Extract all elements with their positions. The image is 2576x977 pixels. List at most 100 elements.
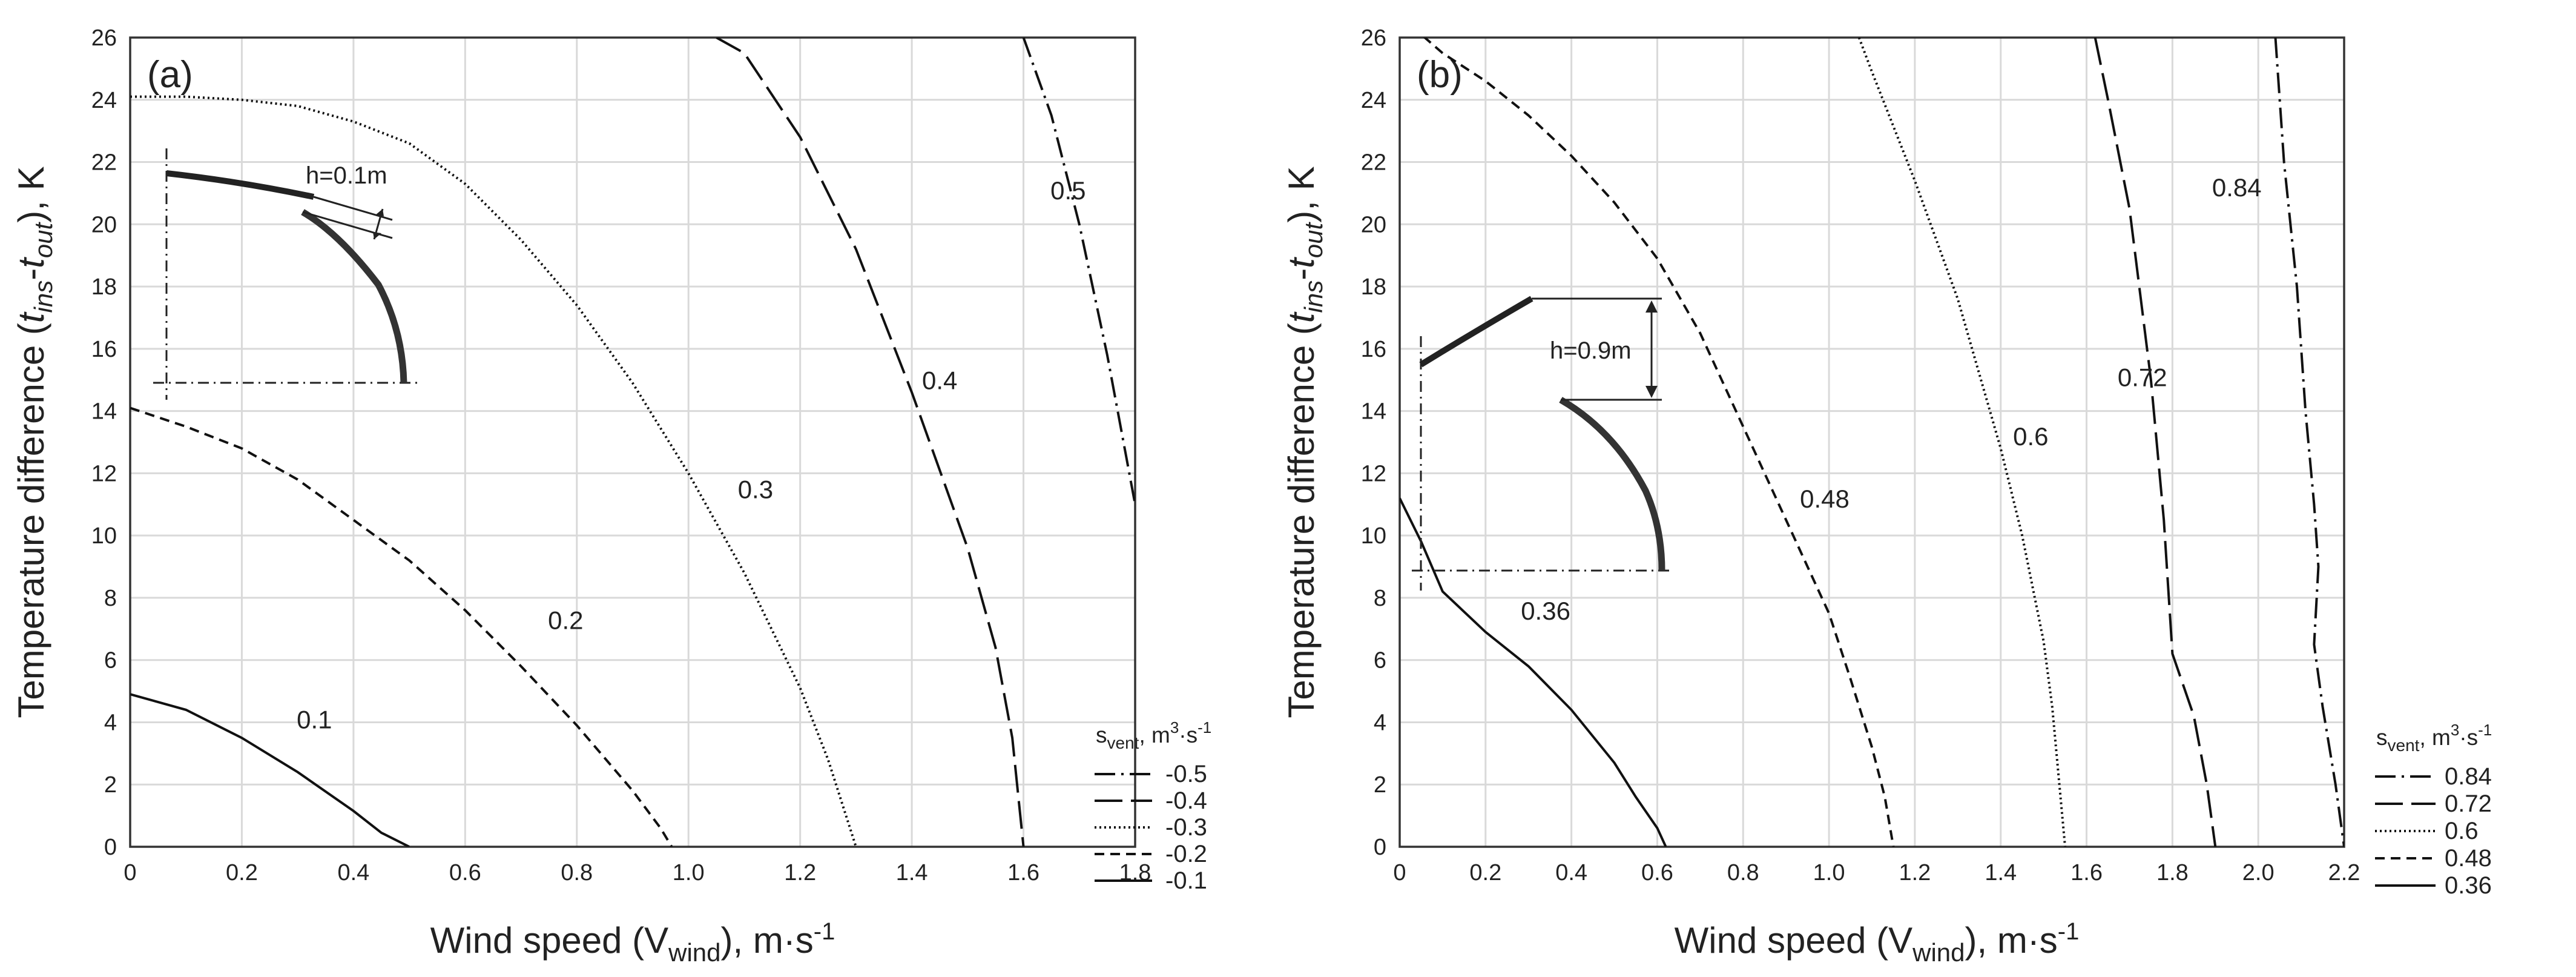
inset-label: h=0.9m [1550,337,1632,364]
legend-entry: -0.3 [1165,814,1207,841]
legend-entry: 0.48 [2445,845,2492,872]
grid [129,36,1136,848]
y-tick-label: 26 [91,25,117,51]
series-label-0.36: 0.36 [1521,597,1570,625]
y-tick-label: 14 [1361,399,1386,425]
series-line-0.4 [716,38,1025,847]
grid [1398,36,2345,848]
y-tick-label: 16 [91,337,117,362]
y-tick-label: 16 [1361,337,1386,362]
inset-arrowhead-bottom [1645,386,1658,398]
inset-roof-upper [166,170,315,200]
y-tick-label: 18 [91,274,117,300]
series-label-0.2: 0.2 [548,606,583,634]
inset-roof-lower [1559,397,1665,571]
y-tick-label: 12 [91,461,117,486]
y-tick-label: 22 [1361,150,1386,176]
series-line-0.36 [1400,497,1667,847]
legend-entry: 0.36 [2445,872,2492,899]
series-line-0.72 [2093,38,2217,847]
x-tick-label: 0.6 [1641,860,1673,886]
y-tick-label: 0 [104,835,117,860]
y-axis-title: Temperature difference (tins-tout), K [1281,166,1328,718]
y-tick-label: 0 [1374,835,1386,860]
x-tick-label: 1.4 [896,860,928,886]
y-tick-label: 4 [1374,710,1386,735]
y-tick-label: 2 [1374,772,1386,798]
legend-entry: -0.5 [1165,761,1207,787]
x-tick-label: 1.8 [2156,860,2189,886]
y-tick-label: 10 [91,523,117,549]
x-tick-label: 0.2 [1469,860,1501,886]
series-label-0.72: 0.72 [2118,363,2167,392]
x-tick-label: 0.4 [337,860,369,886]
y-tick-label: 10 [1361,523,1386,549]
legend: svent, m3·s-1 -0.5-0.4-0.3-0.2-0.1 [1095,718,1211,894]
series-line-0.3 [130,95,857,847]
series-line-0.5 [1022,38,1135,505]
inset-roof-upper [1419,296,1533,368]
y-tick-label: 8 [104,586,117,611]
y-tick-label: 4 [104,710,117,735]
panel-label: (a) [147,54,193,96]
x-tick-label: 0.6 [449,860,481,886]
inset-arrowhead-bottom [373,232,381,239]
y-tick-label: 22 [91,150,117,176]
series-label-0.3: 0.3 [738,475,773,503]
y-tick-label: 20 [1361,212,1386,237]
y-tick-label: 2 [104,772,117,798]
y-tick-label: 24 [1361,88,1386,113]
inset-schematic: h=0.1m [153,148,421,400]
x-tick-label: 0.8 [561,860,593,886]
x-tick-label: 0.4 [1555,860,1587,886]
y-tick-label: 14 [91,399,117,425]
legend-entry: 0.84 [2445,763,2492,790]
x-tick-label: 0 [124,860,136,886]
y-tick-label: 20 [91,212,117,237]
plot-frame [1398,36,2345,848]
x-tick-label: 1.2 [1899,860,1931,886]
tick-labels: 0 0.2 0.4 0.6 0.8 1.0 1.2 1.4 1.6 1.8024681012141… [91,25,1151,886]
inset-gap-line-top [313,196,393,221]
x-tick-label: 1.2 [784,860,816,886]
tick-labels: 0 0.2 0.4 0.6 0.8 1.0 1.2 1.4 1.6 1.8 2.0 2.2024681… [1361,25,2360,886]
x-tick-label: 1.6 [1007,860,1039,886]
y-axis-title: Temperature difference (tins-tout), K [11,166,58,718]
series-label-0.5: 0.5 [1050,176,1085,205]
series-label-0.48: 0.48 [1800,485,1850,513]
inset-arrowhead-top [1645,300,1658,313]
x-tick-label: 1.0 [1813,860,1845,886]
x-tick-label: 1.4 [1985,860,2017,886]
legend: svent, m3·s-1 0.840.720.60.480.36 [2375,721,2492,899]
x-tick-label: 0.8 [1727,860,1759,886]
legend-entry: 0.6 [2445,818,2479,844]
legend-title: svent, m3·s-1 [1096,718,1211,752]
series-label-0.1: 0.1 [297,706,332,734]
series-line-0.48 [1423,38,1895,847]
legend-entry: 0.72 [2445,790,2492,817]
y-tick-label: 8 [1374,586,1386,611]
x-tick-label: 1.6 [2070,860,2103,886]
y-tick-label: 12 [1361,461,1386,486]
x-tick-label: 1.0 [673,860,705,886]
inset-arrowhead-top [375,209,384,216]
series-line-0.1 [130,693,410,847]
inset-roof-lower [301,209,407,383]
x-tick-label: 2.2 [2328,860,2360,886]
legend-title: svent, m3·s-1 [2376,721,2492,755]
y-tick-label: 26 [1361,25,1386,51]
y-tick-label: 18 [1361,274,1386,300]
plot-frame [129,36,1136,848]
series-label-0.6: 0.6 [2013,422,2048,451]
series-line-0.84 [2274,38,2344,847]
legend-entry: -0.1 [1165,867,1207,894]
x-tick-label: 2.0 [2242,860,2275,886]
inset-schematic: h=0.9m [1412,296,1674,591]
legend-entry: -0.2 [1165,841,1207,867]
panel-a: 0 0.2 0.4 0.6 0.8 1.0 1.2 1.4 1.6 1.8024681012141… [11,25,1211,967]
y-tick-label: 24 [91,88,117,113]
series-label-0.84: 0.84 [2212,173,2262,202]
series-line-0.2 [130,406,673,847]
